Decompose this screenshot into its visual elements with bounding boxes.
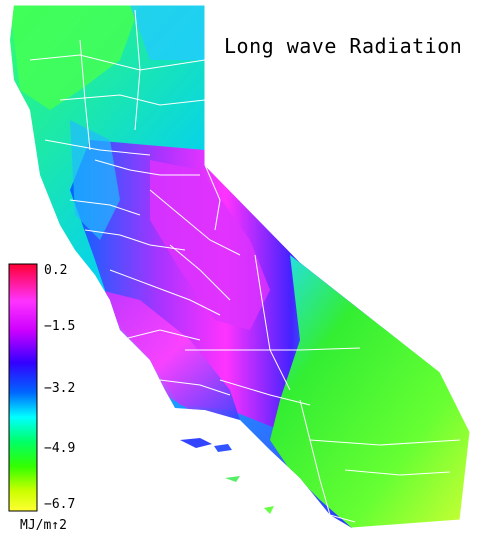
legend-tick-2: −3.2 <box>44 381 76 396</box>
map-title: Long wave Radiation <box>224 34 463 58</box>
legend-tick-4: −6.7 <box>44 497 76 512</box>
county-lines <box>14 4 471 529</box>
legend-tick-0: 0.2 <box>44 263 68 278</box>
legend-unit: MJ/m↑2 <box>20 518 67 533</box>
legend-tick-3: −4.9 <box>44 441 76 456</box>
legend-tick-1: −1.5 <box>44 319 76 334</box>
legend-color-bar <box>8 263 38 512</box>
channel-islands <box>180 438 274 514</box>
